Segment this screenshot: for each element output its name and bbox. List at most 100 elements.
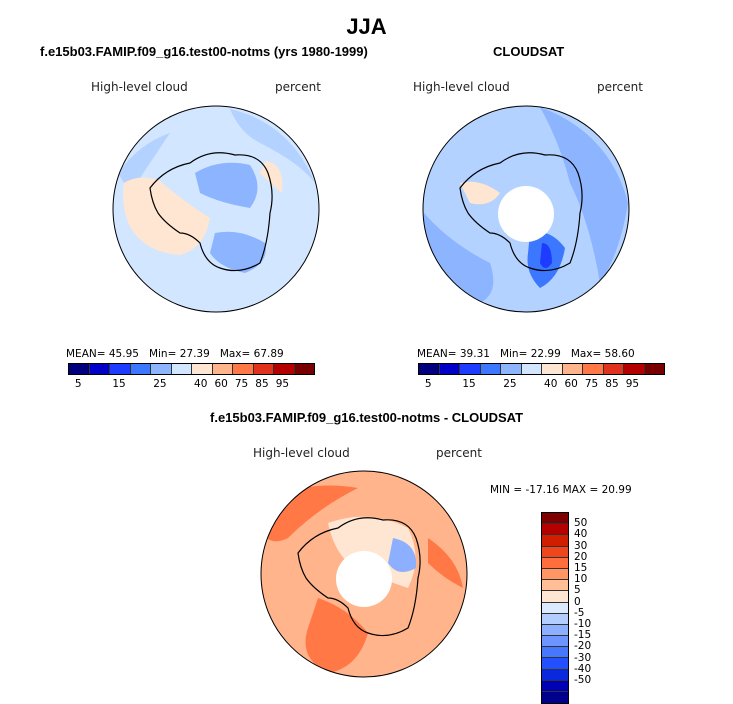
colorbar-swatch	[294, 364, 314, 374]
panel1-ocean-field	[113, 106, 319, 312]
panel1-interior-blue	[210, 231, 266, 273]
panel3-colorbar	[541, 512, 569, 704]
colorbar-tick-label: 60	[564, 378, 578, 390]
panel1-units: percent	[275, 80, 321, 94]
panel2-land-high-cloud	[460, 181, 500, 205]
panel2-units: percent	[597, 80, 643, 94]
colorbar-tick-label: 40	[194, 378, 208, 390]
panel3-colorbar-ticks: 50 40 30 20 15 10 5 0 -5 -10 -15 -20 -30 -40 -50	[574, 512, 614, 702]
panel3-missing-data-hole	[336, 551, 392, 607]
panel3-map-border	[260, 470, 468, 678]
colorbar-tick-label: -15	[574, 629, 592, 642]
colorbar-swatch	[439, 364, 460, 374]
figure-title: JJA	[346, 14, 387, 39]
colorbar-tick-label: 15	[462, 378, 476, 390]
panel2-ocean-blue-patch	[540, 107, 628, 283]
panel2-mean: 39.31	[459, 348, 490, 360]
colorbar-tick-label: 85	[255, 378, 269, 390]
colorbar-tick-label: -20	[574, 640, 592, 653]
panel1-colorbar	[68, 363, 315, 375]
panel3-antarctica-coastline	[297, 517, 421, 637]
colorbar-swatch	[89, 364, 110, 374]
colorbar-swatch	[542, 692, 568, 704]
panel2-variable: High-level cloud	[413, 80, 510, 94]
colorbar-tick-label: -10	[574, 618, 592, 630]
panel3-variable: High-level cloud	[253, 446, 350, 460]
colorbar-tick-label: 95	[625, 378, 640, 390]
colorbar-swatch	[562, 364, 583, 374]
colorbar-swatch	[110, 364, 131, 374]
colorbar-swatch	[253, 364, 274, 374]
colorbar-swatch	[644, 364, 664, 374]
colorbar-tick-label: 95	[275, 378, 290, 390]
panel2-max: 58.60	[604, 348, 635, 360]
colorbar-swatch	[542, 524, 568, 536]
colorbar-swatch	[233, 364, 254, 374]
colorbar-tick-label: 85	[605, 378, 619, 390]
colorbar-swatch	[542, 557, 568, 569]
colorbar-swatch	[542, 624, 568, 637]
panel2-min: 22.99	[530, 348, 561, 360]
colorbar-swatch	[542, 680, 568, 692]
colorbar-tick-label: 75	[584, 378, 599, 390]
colorbar-swatch	[419, 364, 440, 374]
panel3-positive-diff-patch	[305, 598, 368, 673]
colorbar-swatch	[542, 568, 568, 581]
colorbar-tick-label: 0	[574, 595, 581, 608]
colorbar-swatch	[624, 364, 645, 374]
colorbar-swatch	[542, 636, 568, 648]
colorbar-swatch	[542, 602, 568, 614]
panel3-units: percent	[436, 446, 482, 460]
colorbar-tick-label: -50	[574, 674, 592, 686]
panel2-interior-navy	[540, 243, 552, 268]
panel1-variable: High-level cloud	[91, 80, 188, 94]
colorbar-swatch	[542, 658, 568, 670]
colorbar-tick-label: 5	[74, 378, 82, 390]
panel1-antarctica-coastline	[149, 152, 273, 272]
colorbar-swatch	[192, 364, 213, 374]
colorbar-tick-label: 30	[574, 539, 588, 552]
colorbar-swatch	[583, 364, 604, 374]
colorbar-tick-label: -40	[574, 662, 592, 675]
panel3-negative-diff-patch	[388, 538, 417, 572]
colorbar-swatch	[274, 364, 295, 374]
colorbar-tick-label: 40	[574, 528, 588, 541]
colorbar-swatch	[460, 364, 481, 374]
panel2-antarctica-coastline	[459, 152, 583, 272]
colorbar-tick-label: 60	[214, 378, 228, 390]
colorbar-tick-label: 20	[574, 550, 588, 563]
colorbar-swatch	[501, 364, 522, 374]
panel1-map-border	[112, 105, 320, 313]
panel2-polar-map	[422, 105, 630, 313]
colorbar-swatch	[130, 364, 151, 374]
panel1-min: 27.39	[179, 348, 210, 360]
panel2-missing-data-hole	[498, 186, 554, 242]
panel1-polar-map	[112, 105, 320, 313]
colorbar-swatch	[542, 613, 568, 625]
colorbar-swatch	[542, 647, 568, 659]
panel2-colorbar	[418, 363, 665, 375]
colorbar-tick-label: 25	[503, 378, 517, 390]
colorbar-swatch	[171, 364, 192, 374]
colorbar-swatch	[542, 535, 568, 547]
panel1-stats: MEAN= 45.95 Min= 27.39 Max= 67.89	[66, 348, 284, 360]
panel1-mean: 45.95	[108, 348, 139, 360]
panel3-polar-map	[260, 470, 468, 678]
colorbar-tick-label: 15	[112, 378, 126, 390]
panel1-ocean-blue-patch	[230, 109, 315, 183]
colorbar-tick-label: 25	[153, 378, 167, 390]
colorbar-swatch	[542, 513, 568, 525]
colorbar-swatch	[542, 546, 568, 558]
colorbar-tick-label: 75	[234, 378, 249, 390]
panel1-title: f.e15b03.FAMIP.f09_g16.test00-notms (yrs…	[40, 44, 368, 59]
panel2-ocean-blue-patch	[424, 213, 494, 303]
panel3-title: f.e15b03.FAMIP.f09_g16.test00-notms - CL…	[210, 410, 524, 425]
panel2-stats: MEAN= 39.31 Min= 22.99 Max= 58.60	[417, 348, 635, 360]
colorbar-tick-label: 50	[574, 517, 588, 530]
colorbar-swatch	[542, 669, 568, 681]
panel1-ocean-blue-patch	[118, 133, 170, 193]
colorbar-tick-label: 15	[574, 562, 588, 574]
panel1-land-high-cloud	[123, 177, 210, 255]
colorbar-tick-label: 5	[424, 378, 432, 390]
panel1-colorbar-ticks: 5 15 25 40 60 75 85 95	[68, 378, 313, 392]
